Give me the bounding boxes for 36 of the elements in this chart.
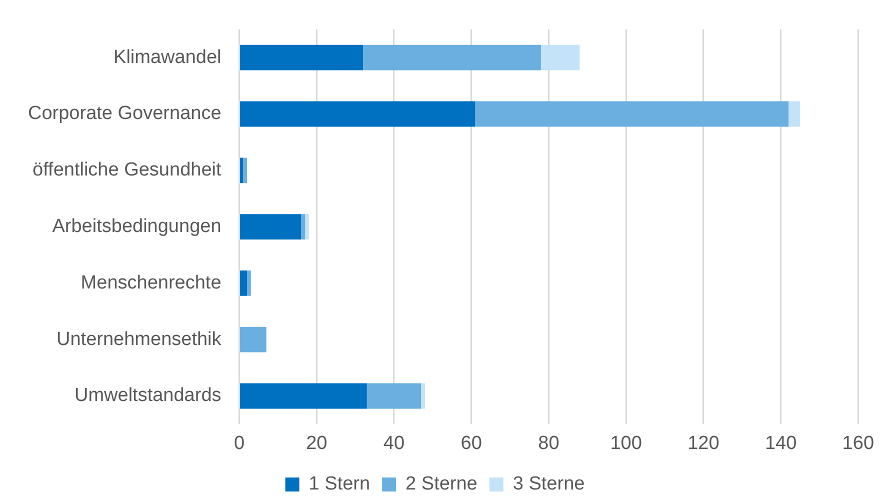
legend-label: 1 Stern	[308, 474, 370, 495]
bar	[788, 101, 800, 127]
x-tick-label: 20	[306, 432, 328, 454]
y-tick-label: Klimawandel	[114, 46, 222, 68]
bar	[240, 44, 364, 70]
y-tick-label: öffentliche Gesundheit	[32, 160, 222, 181]
x-tick-label: 40	[383, 432, 405, 454]
bar	[540, 44, 580, 70]
x-tick-label: 140	[764, 432, 797, 454]
bar	[305, 214, 309, 240]
bar	[240, 214, 302, 240]
bar	[301, 214, 306, 240]
bar	[240, 270, 248, 296]
y-tick-label: Umweltstandards	[74, 385, 222, 406]
x-tick-label: 120	[688, 432, 720, 454]
x-tick-label: 0	[234, 432, 245, 454]
bar	[240, 158, 244, 184]
bar	[240, 101, 476, 127]
legend-label: 2 Sterne	[406, 474, 478, 495]
bar	[475, 101, 789, 127]
x-tick-label: 160	[842, 432, 874, 454]
x-tick-label: 100	[610, 432, 642, 454]
y-tick-label: Unternehmensethik	[56, 328, 222, 350]
x-tick-label: 60	[460, 432, 482, 454]
x-tick-label: 80	[538, 432, 560, 454]
bar	[240, 326, 266, 352]
bar	[240, 383, 367, 409]
bar	[421, 383, 425, 409]
bar	[247, 270, 251, 296]
bar	[363, 44, 541, 70]
y-tick-label: Corporate Governance	[28, 103, 222, 124]
legend-label: 3 Sterne	[512, 474, 585, 495]
bar	[366, 383, 422, 409]
bar	[243, 158, 248, 184]
y-tick-label: Menschenrechte	[80, 272, 222, 294]
y-tick-label: Arbeitsbedingungen	[52, 216, 222, 238]
